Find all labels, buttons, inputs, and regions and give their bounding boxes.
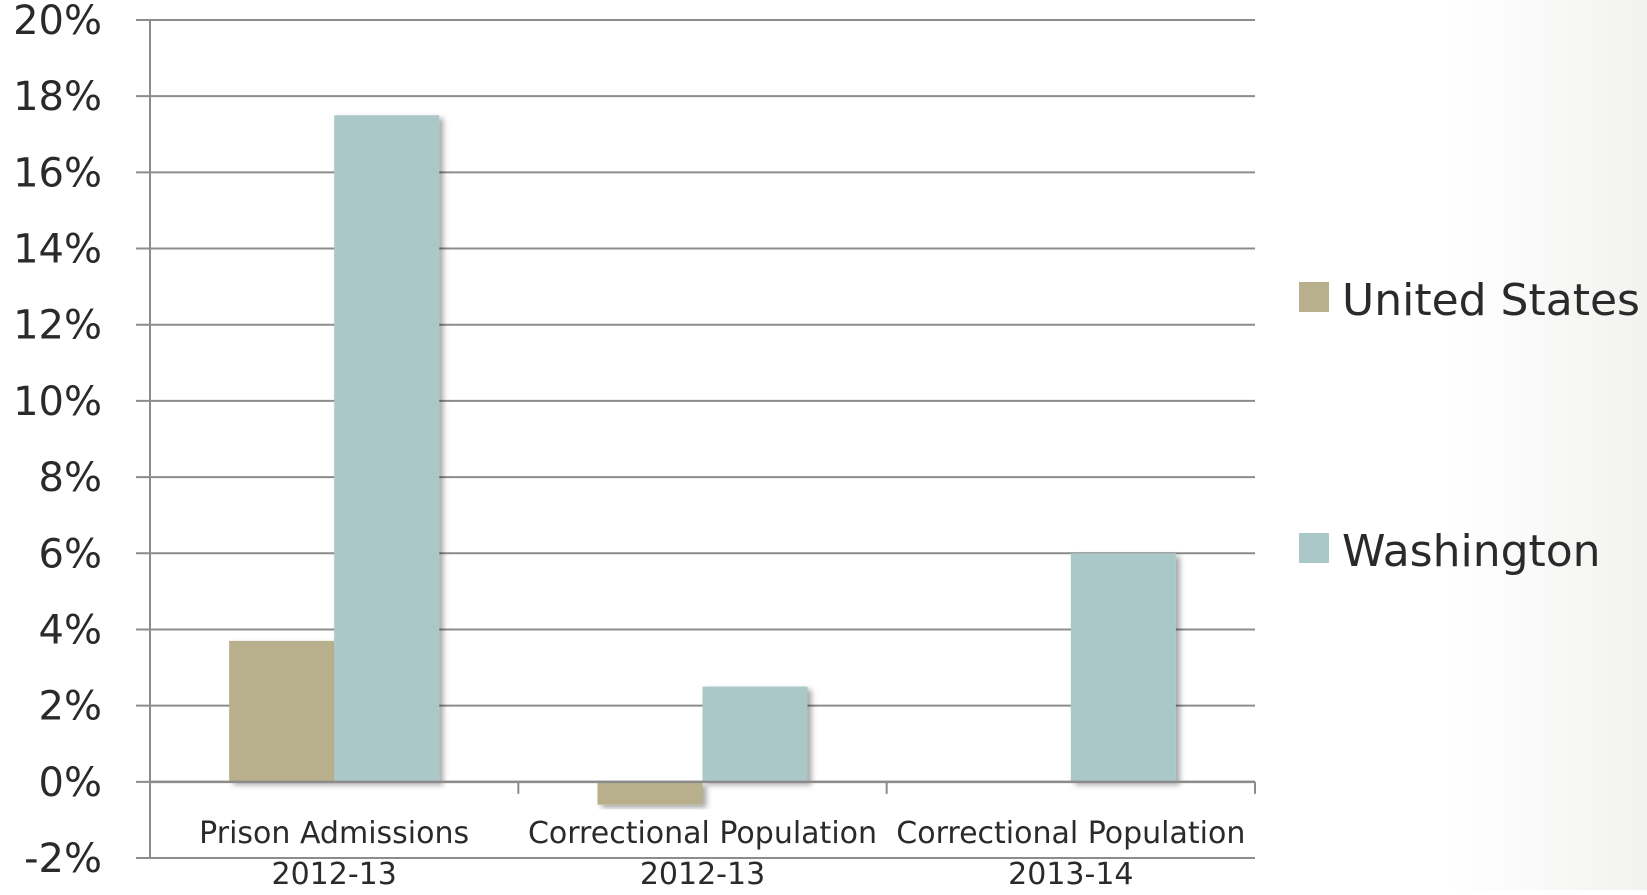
legend-label: United States (1342, 275, 1640, 326)
legend-swatch (1299, 533, 1329, 563)
x-category-label: Correctional Population (896, 816, 1245, 851)
y-tick-label: 0% (39, 760, 102, 806)
y-tick-label: 4% (39, 607, 102, 653)
bars (229, 115, 1176, 805)
y-axis-tick-labels: -2% 0% 2% 4% 6% 8% 10% 12% 14% 16% 18% 20% (13, 0, 102, 882)
axes (149, 20, 1256, 858)
bar-united-states (229, 640, 335, 782)
y-tick-label: 20% (13, 0, 102, 44)
y-tick-label: 6% (39, 531, 102, 577)
legend-label: Washington (1342, 526, 1601, 577)
y-tick-label: -2% (24, 836, 102, 882)
bar-washington (702, 686, 808, 782)
x-category-sublabel: 2012-13 (271, 857, 396, 890)
x-category-sublabel: 2013-14 (1008, 857, 1133, 890)
y-tick-label: 8% (39, 455, 102, 501)
y-tick-label: 12% (13, 303, 102, 349)
x-axis-category-labels: Prison Admissions 2012-13 Correctional Pop… (199, 816, 1245, 892)
bar-washington (1070, 553, 1176, 782)
legend-swatch (1299, 282, 1329, 312)
y-tick-label: 2% (39, 684, 102, 730)
bar-united-states (597, 781, 703, 805)
y-tick-label: 14% (13, 227, 102, 273)
x-category-label: Prison Admissions (199, 816, 469, 851)
legend: United States Washington (1299, 275, 1640, 577)
y-tick-label: 16% (13, 150, 102, 196)
y-tick-label: 10% (13, 379, 102, 425)
bar-washington (334, 115, 440, 782)
x-category-sublabel: 2012-13 (640, 857, 765, 890)
x-category-label: Correctional Population (528, 816, 877, 851)
y-tick-label: 18% (13, 74, 102, 120)
